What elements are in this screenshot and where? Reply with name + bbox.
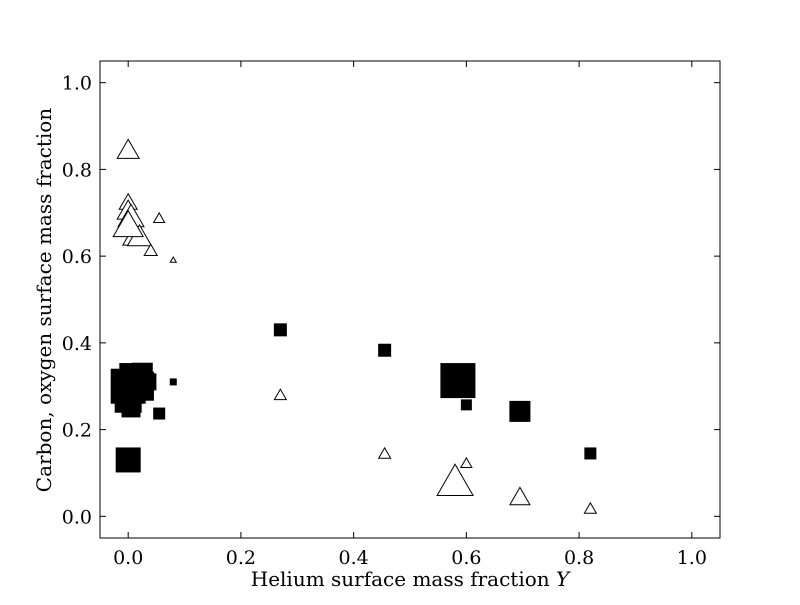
open-triangle-point xyxy=(112,209,145,238)
open-triangle-point xyxy=(583,501,598,514)
open-triangle-point xyxy=(273,388,288,401)
filled-square-point xyxy=(460,399,472,411)
x-tick-labels: 0.0 0.2 0.4 0.6 0.8 1.0 xyxy=(113,547,707,569)
x-tick-label: 0.4 xyxy=(339,547,369,569)
y-axis-label: Carbon, oxygen surface mass fraction xyxy=(32,108,56,492)
x-tick-label: 0.6 xyxy=(451,547,481,569)
filled-square-point xyxy=(584,447,597,460)
x-tick-label: 0.2 xyxy=(226,547,256,569)
open-triangle-point xyxy=(377,446,392,459)
y-tick-label: 0.4 xyxy=(62,333,92,355)
open-triangle-point xyxy=(509,486,531,506)
x-tick-label: 0.0 xyxy=(113,547,143,569)
x-tick-label: 0.8 xyxy=(564,547,594,569)
x-axis-label-text: Helium surface mass fraction xyxy=(251,567,550,591)
open-triangle-point xyxy=(436,463,474,496)
filled-square-point xyxy=(153,407,166,420)
x-axis-symbol: Y xyxy=(556,567,571,591)
open-triangle-point xyxy=(143,243,159,257)
filled-square-point xyxy=(440,363,476,399)
open-triangle-point xyxy=(169,256,178,263)
open-triangle-point xyxy=(459,456,473,468)
y-tick-label: 0.0 xyxy=(62,506,92,528)
x-tick-label: 1.0 xyxy=(677,547,707,569)
y-tick-label: 0.6 xyxy=(62,246,92,268)
plot-frame xyxy=(99,60,721,539)
open-triangle-point xyxy=(116,138,141,159)
plot-marks xyxy=(110,138,598,514)
y-tick-label: 1.0 xyxy=(62,73,92,95)
filled-square-point xyxy=(509,400,531,422)
x-axis-label: Helium surface mass fraction Y xyxy=(251,567,571,591)
filled-square-point xyxy=(378,343,392,357)
filled-square-point xyxy=(115,447,141,473)
filled-square-point xyxy=(121,398,141,418)
filled-square-point xyxy=(273,323,287,337)
filled-square-point xyxy=(169,378,177,386)
open-triangle-point xyxy=(152,211,166,223)
y-tick-label: 0.2 xyxy=(62,420,92,442)
y-tick-label: 0.8 xyxy=(62,159,92,181)
filled-square-point xyxy=(139,373,157,391)
axis-ticks xyxy=(100,61,720,538)
y-tick-labels: 0.0 0.2 0.4 0.6 0.8 1.0 xyxy=(62,73,92,529)
